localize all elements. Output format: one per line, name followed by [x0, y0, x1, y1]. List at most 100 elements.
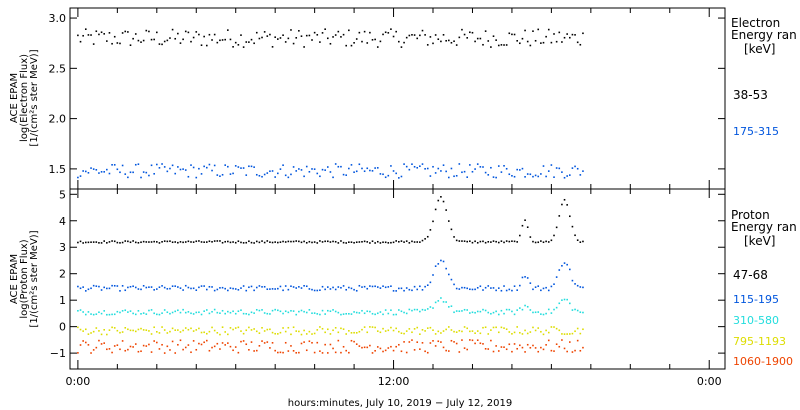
data-point — [426, 351, 429, 354]
data-point — [290, 333, 292, 336]
data-point — [516, 40, 518, 42]
data-point — [458, 329, 461, 332]
data-point — [190, 164, 192, 166]
data-point — [284, 241, 287, 243]
data-point — [334, 326, 337, 329]
data-point — [242, 332, 245, 335]
data-point — [326, 309, 329, 312]
data-point — [174, 241, 177, 243]
data-point — [376, 46, 379, 48]
data-point — [450, 329, 453, 331]
data-point — [148, 330, 150, 332]
data-point — [342, 33, 345, 36]
data-point — [408, 242, 411, 244]
data-point — [466, 287, 469, 290]
data-point — [534, 286, 537, 288]
data-point — [524, 351, 526, 353]
electron-ylabel-line-2: log(Electron Flux) — [19, 54, 30, 142]
data-point — [442, 260, 445, 263]
data-point — [277, 333, 279, 335]
data-point — [574, 165, 576, 168]
data-point — [311, 288, 313, 291]
data-point — [387, 312, 390, 315]
data-point — [227, 310, 229, 313]
data-point — [103, 328, 105, 331]
data-point — [203, 331, 205, 334]
data-point — [242, 340, 245, 342]
data-point — [413, 285, 416, 288]
data-point — [124, 327, 127, 329]
data-point — [434, 345, 437, 347]
data-point — [171, 285, 174, 287]
data-point — [163, 166, 166, 168]
data-point — [211, 326, 213, 329]
data-point — [371, 170, 374, 172]
data-point — [266, 341, 269, 343]
data-point — [184, 30, 187, 33]
data-point — [150, 309, 153, 311]
data-point — [348, 241, 350, 244]
proton-ylabel-line-1: ACE EPAM — [9, 254, 20, 304]
data-point — [500, 309, 503, 312]
data-point — [550, 164, 553, 166]
data-point — [271, 331, 274, 334]
data-point — [476, 339, 479, 342]
data-point — [555, 40, 558, 43]
data-point — [568, 302, 571, 305]
data-point — [98, 172, 100, 174]
data-point — [266, 172, 269, 174]
data-point — [187, 328, 190, 331]
data-point — [295, 240, 298, 242]
data-point — [324, 331, 326, 334]
data-point — [566, 333, 568, 335]
data-point — [376, 167, 379, 169]
electron-data-points — [77, 28, 584, 179]
data-point — [161, 163, 163, 165]
data-point — [532, 288, 534, 291]
data-point — [174, 172, 177, 175]
data-point — [211, 241, 213, 243]
data-point — [500, 240, 503, 242]
data-point — [363, 240, 366, 243]
data-point — [508, 288, 511, 291]
data-point — [179, 168, 182, 171]
data-point — [255, 308, 258, 311]
data-point — [450, 41, 453, 44]
data-point — [134, 330, 137, 333]
data-point — [321, 241, 324, 243]
data-point — [466, 348, 469, 351]
data-point — [261, 326, 263, 329]
data-point — [342, 285, 345, 287]
data-point — [329, 288, 332, 290]
data-point — [469, 31, 471, 34]
data-point — [205, 332, 208, 335]
data-point — [434, 208, 437, 211]
data-point — [537, 285, 540, 287]
data-point — [526, 305, 529, 308]
data-point — [487, 333, 490, 335]
y-tick-label: 2.5 — [49, 62, 67, 75]
data-point — [374, 313, 376, 316]
data-point — [192, 287, 195, 290]
data-point — [363, 30, 366, 33]
data-point — [298, 310, 300, 313]
data-point — [213, 240, 216, 242]
data-point — [153, 340, 155, 342]
data-point — [403, 332, 405, 335]
data-point — [550, 349, 553, 352]
data-point — [369, 310, 371, 313]
data-point — [568, 333, 571, 335]
data-point — [142, 329, 145, 331]
data-point — [166, 39, 169, 42]
data-point — [521, 308, 524, 311]
data-point — [171, 340, 174, 343]
data-point — [424, 309, 426, 311]
data-point — [371, 285, 374, 288]
data-point — [250, 311, 253, 314]
data-point — [334, 240, 337, 243]
data-point — [563, 298, 566, 301]
data-point — [369, 344, 371, 347]
data-point — [245, 241, 248, 244]
data-point — [348, 286, 350, 289]
data-point — [121, 164, 124, 167]
